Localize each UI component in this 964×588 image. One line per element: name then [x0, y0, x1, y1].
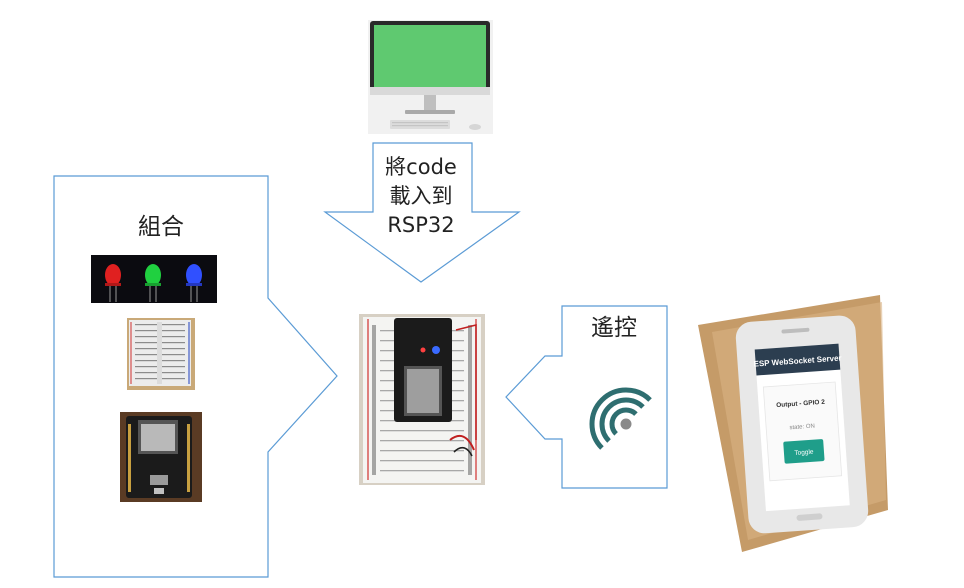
- combine-callout-shape: [53, 175, 338, 578]
- led-set-icon: [91, 255, 217, 303]
- esp32-board-icon: [120, 412, 202, 502]
- combine-title: 組合: [138, 214, 184, 240]
- remote-callout-shape: [505, 305, 668, 489]
- smartphone-icon: ESP WebSocket Server Output - GPIO 2 sta…: [698, 295, 888, 552]
- app-toggle-button[interactable]: [783, 439, 825, 464]
- assembled-board-photo: [359, 314, 485, 485]
- remote-title: 遙控: [591, 315, 637, 341]
- app-output-label: Output - GPIO 2: [776, 399, 826, 409]
- upload-arrow-shape: [323, 142, 521, 283]
- wifi-icon: [589, 387, 652, 450]
- upload-line-2: 載入到: [390, 184, 453, 208]
- breadboard-icon: [127, 318, 195, 390]
- upload-line-3: RSP32: [387, 213, 454, 237]
- upload-line-1: 將code: [385, 155, 457, 179]
- app-state-label: state: ON: [789, 424, 815, 432]
- app-toggle-button-label: Toggle: [794, 449, 814, 457]
- monitor-icon: [368, 20, 493, 134]
